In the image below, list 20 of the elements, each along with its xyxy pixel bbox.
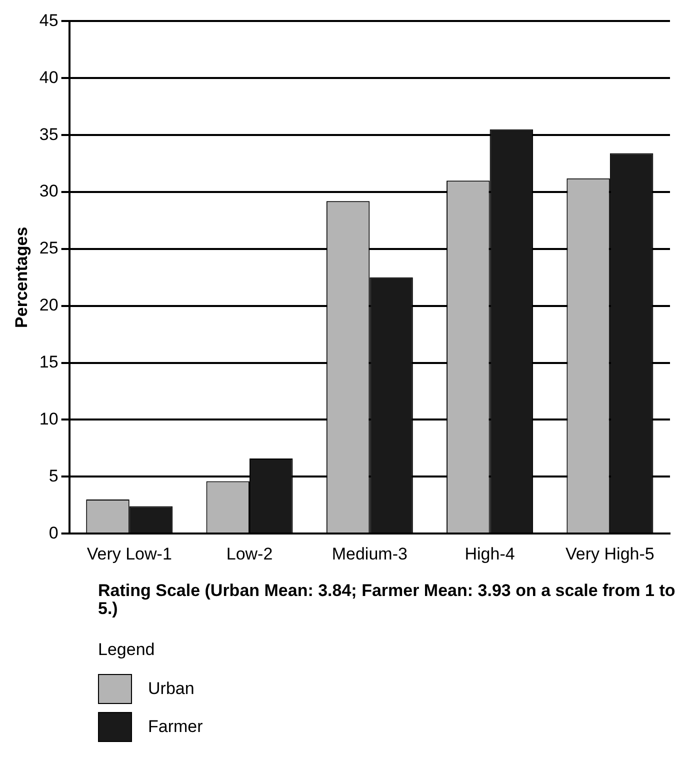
x-axis-title: Rating Scale (Urban Mean: 3.84; Farmer Mean: 3.93 on a scale from 1 to 5.)	[98, 581, 676, 618]
y-tick-label: 0	[48, 523, 58, 542]
x-tick-label: Very Low-1	[86, 544, 172, 564]
legend-label: Farmer	[148, 717, 203, 737]
y-tick-label: 10	[39, 409, 58, 428]
y-axis-title: Percentages	[12, 226, 31, 328]
y-tick-label: 25	[39, 238, 58, 258]
y-tick-label: 5	[48, 466, 58, 486]
y-tick-label: 20	[39, 296, 58, 315]
x-tick-label: Medium-3	[332, 544, 408, 564]
x-tick-label: Low-2	[226, 544, 273, 564]
y-tick-label: 30	[39, 182, 58, 201]
y-tick-label: 45	[39, 10, 58, 30]
y-tick-label: 35	[39, 124, 58, 144]
x-tick-label: Very High-5	[566, 544, 654, 564]
y-tick-label: 40	[39, 68, 58, 87]
y-tick-label: 15	[39, 352, 58, 372]
x-tick-label: High-4	[464, 544, 515, 564]
legend-label: Urban	[148, 679, 194, 699]
legend-title: Legend	[98, 640, 156, 660]
